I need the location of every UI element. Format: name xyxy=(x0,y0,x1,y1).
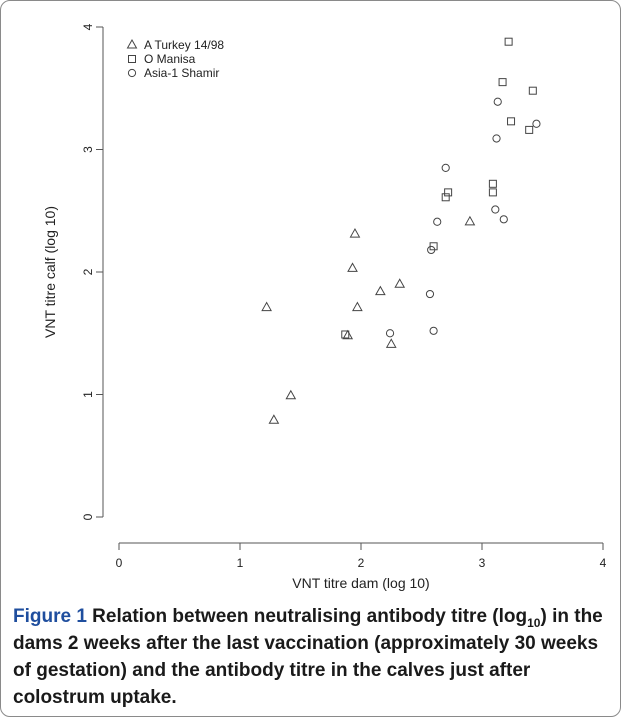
y-tick-label: 0 xyxy=(81,513,95,520)
figure-caption: Figure 1 Relation between neutralising a… xyxy=(13,603,613,711)
y-tick-label: 4 xyxy=(81,23,95,30)
x-tick-label: 2 xyxy=(358,556,365,570)
triangle-point xyxy=(464,215,476,226)
legend-label: O Manisa xyxy=(144,52,196,66)
caption-text-after: ) in the dams 2 weeks after the last vac… xyxy=(13,606,603,708)
triangle-point xyxy=(342,329,354,340)
square-point xyxy=(498,78,507,87)
series-circle xyxy=(385,97,541,338)
square-point xyxy=(504,37,513,46)
caption-subscript: 10 xyxy=(527,615,541,630)
circle-point xyxy=(492,134,501,143)
x-tick-label: 4 xyxy=(600,556,607,570)
circle-point xyxy=(441,163,450,172)
circle-point xyxy=(499,215,508,224)
circle-point xyxy=(433,217,442,226)
square-point xyxy=(444,188,453,197)
square-point xyxy=(341,330,350,339)
legend-label: Asia-1 Shamir xyxy=(144,66,219,80)
series-triangle xyxy=(261,215,476,424)
triangle-point xyxy=(375,285,386,296)
square-point xyxy=(441,193,450,202)
legend-marker-circle xyxy=(127,68,137,78)
triangle-point xyxy=(268,414,280,424)
circle-point xyxy=(493,97,502,106)
circle-point xyxy=(532,119,541,128)
series-square xyxy=(341,37,537,339)
x-tick-label: 3 xyxy=(479,556,486,570)
caption-label: Figure 1 xyxy=(13,606,87,627)
circle-point xyxy=(429,326,438,335)
y-tick-label: 1 xyxy=(81,391,95,398)
square-point xyxy=(488,188,497,197)
caption-text-before: Relation between neutralising antibody t… xyxy=(86,606,528,627)
triangle-point xyxy=(285,389,297,400)
circle-point xyxy=(385,329,395,338)
y-axis-title: VNT titre calf (log 10) xyxy=(42,206,58,338)
triangle-point xyxy=(261,301,272,312)
square-point xyxy=(528,86,537,95)
triangle-point xyxy=(349,228,361,238)
triangle-point xyxy=(352,301,363,312)
circle-point xyxy=(425,289,435,299)
legend-marker-square xyxy=(128,55,136,63)
circle-point xyxy=(427,245,436,255)
square-point xyxy=(525,125,534,134)
scatter-plot: 0 1 2 3 4 0 1 2 3 4 A Turkey 14/98O ManisaAsia-1 … xyxy=(42,23,607,591)
triangle-point xyxy=(394,278,406,288)
data-marks xyxy=(261,37,541,424)
square-point xyxy=(507,117,516,126)
y-tick-label: 2 xyxy=(81,268,95,275)
square-point xyxy=(488,179,497,188)
axes: 0 1 2 3 4 0 1 2 3 4 xyxy=(81,23,606,570)
x-tick-label: 0 xyxy=(116,556,123,570)
y-tick-label: 3 xyxy=(81,146,95,153)
x-tick-label: 1 xyxy=(237,556,244,570)
triangle-point xyxy=(385,338,397,348)
triangle-point xyxy=(347,262,358,272)
legend-marker-triangle xyxy=(126,39,138,49)
legend-label: A Turkey 14/98 xyxy=(144,38,224,52)
circle-point xyxy=(491,205,500,214)
x-axis-title: VNT titre dam (log 10) xyxy=(292,575,429,591)
